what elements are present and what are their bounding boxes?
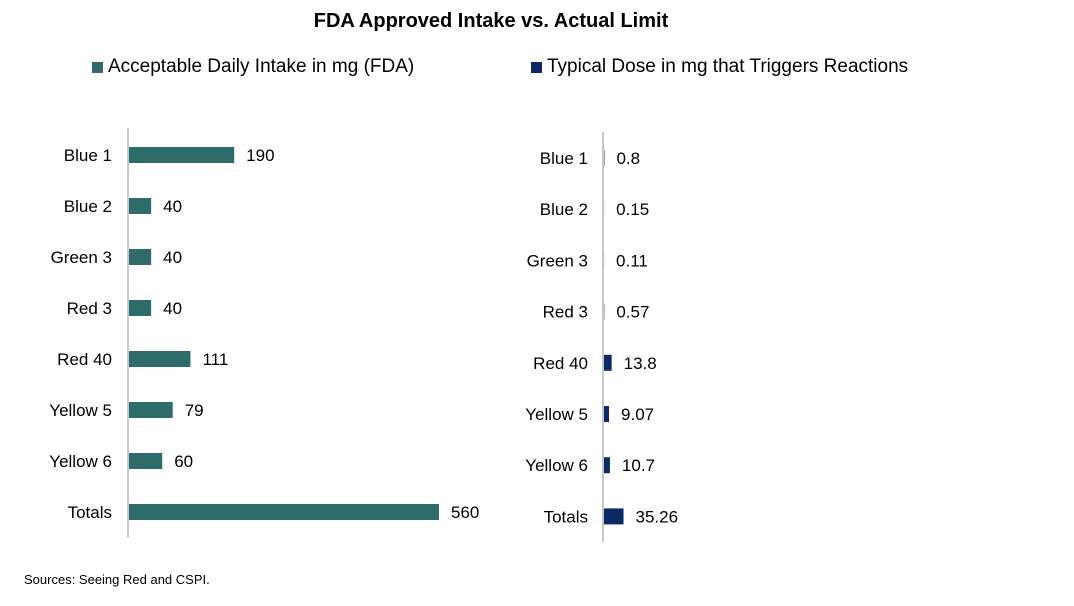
data-label: 35.26 — [636, 507, 679, 526]
data-label: 0.11 — [616, 251, 648, 270]
bar — [604, 508, 624, 525]
data-label: 10.7 — [622, 456, 655, 475]
bar — [129, 504, 439, 520]
category-label: Red 40 — [57, 350, 112, 369]
category-label: Green 3 — [51, 248, 112, 267]
data-label: 40 — [163, 299, 182, 318]
category-label: Blue 1 — [64, 146, 112, 165]
data-label: 9.07 — [621, 405, 654, 424]
source-note: Sources: Seeing Red and CSPI. — [24, 572, 210, 587]
category-label: Yellow 6 — [49, 452, 112, 471]
bar — [129, 402, 173, 418]
data-label: 79 — [185, 401, 204, 420]
bar — [604, 406, 610, 422]
category-label: Green 3 — [527, 251, 588, 270]
bar — [129, 249, 152, 265]
category-label: Blue 1 — [540, 149, 588, 168]
bar — [129, 453, 163, 469]
bar — [129, 300, 152, 316]
legend-swatch-series2 — [531, 61, 542, 73]
category-label: Red 40 — [533, 354, 588, 373]
chart-title: FDA Approved Intake vs. Actual Limit — [313, 10, 669, 32]
category-label: Red 3 — [543, 303, 588, 322]
bar — [604, 354, 612, 371]
category-label: Totals — [544, 507, 588, 526]
category-label: Yellow 5 — [49, 401, 112, 420]
legend-label-series1: Acceptable Daily Intake in mg (FDA) — [108, 56, 415, 77]
category-label: Totals — [68, 503, 112, 522]
category-label: Blue 2 — [64, 197, 112, 216]
data-label: 0.15 — [616, 200, 649, 219]
bar — [604, 457, 610, 474]
data-label: 40 — [163, 197, 182, 216]
data-label: 0.8 — [616, 149, 640, 168]
data-label: 0.57 — [616, 303, 649, 322]
category-label: Yellow 5 — [525, 405, 588, 424]
bar — [129, 198, 152, 214]
legend-swatch-series1 — [92, 61, 103, 73]
legend: Acceptable Daily Intake in mg (FDA) Typi… — [0, 56, 1074, 80]
category-label: Blue 2 — [540, 200, 588, 219]
data-label: 190 — [246, 146, 274, 165]
data-label: 560 — [451, 503, 479, 522]
legend-item-series2: Typical Dose in mg that Triggers Reactio… — [531, 56, 908, 78]
category-label: Yellow 6 — [525, 456, 588, 475]
legend-label-series2: Typical Dose in mg that Triggers Reactio… — [547, 56, 909, 77]
data-label: 13.8 — [624, 354, 657, 373]
data-label: 40 — [163, 248, 182, 267]
data-label: 60 — [174, 452, 193, 471]
legend-item-series1: Acceptable Daily Intake in mg (FDA) — [92, 56, 414, 78]
data-label: 111 — [202, 350, 228, 369]
bar — [129, 351, 191, 367]
bar — [129, 147, 235, 163]
category-label: Red 3 — [67, 299, 112, 318]
